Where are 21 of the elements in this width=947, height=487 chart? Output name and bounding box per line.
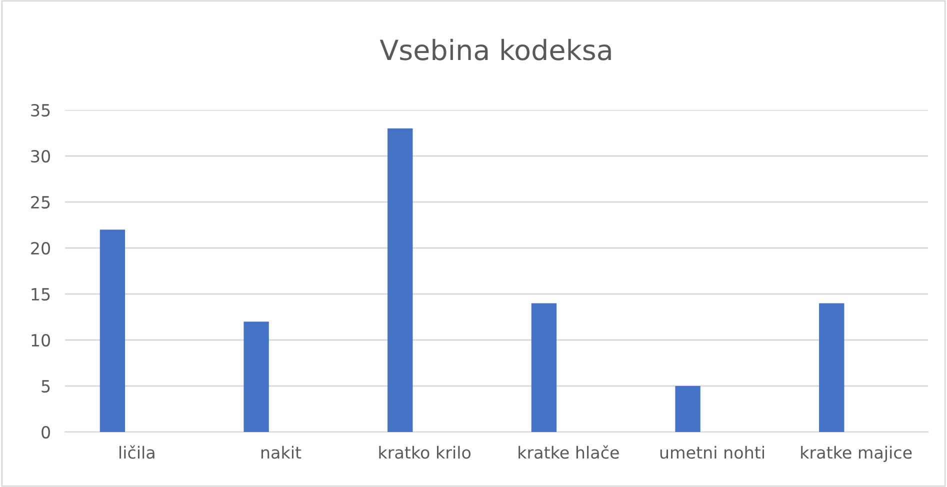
y-tick-label: 10: [32, 334, 50, 347]
y-tick-label: 0: [42, 426, 50, 439]
y-tick-label: 20: [31, 242, 50, 255]
bar: [531, 303, 557, 432]
x-tick-label: kratke hlače: [518, 445, 619, 459]
bar: [388, 128, 413, 432]
x-tick-label: kratke majice: [801, 446, 912, 462]
bar: [675, 386, 700, 432]
x-tick-label: kratko krilo: [379, 446, 471, 459]
x-tick-label: umetni nohti: [660, 446, 764, 459]
x-tick-label: ličila: [120, 445, 154, 459]
x-tick-label: nakit: [261, 446, 302, 459]
bar: [819, 303, 844, 432]
y-tick-label: 25: [31, 196, 50, 209]
y-tick-label: 35: [31, 104, 50, 117]
y-tick-label: 15: [32, 288, 50, 301]
y-tick-label: 5: [42, 380, 50, 393]
bar: [100, 230, 126, 432]
chart-title: Vsebina kodeksa: [380, 38, 611, 60]
bar: [244, 322, 269, 432]
y-tick-label: 30: [31, 150, 50, 163]
